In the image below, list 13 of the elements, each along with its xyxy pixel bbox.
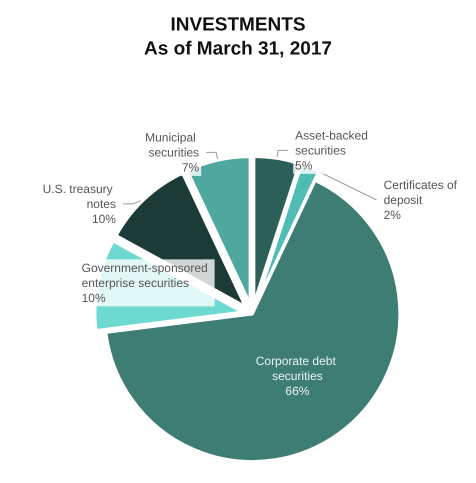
data-label: 66%	[285, 384, 310, 398]
slice-label: Municipal securities	[145, 130, 200, 160]
slice-label: Asset-backed securities	[295, 128, 372, 158]
data-label: 10%	[82, 290, 106, 305]
slice-label: Certificates of deposit	[384, 178, 460, 208]
data-label: 5%	[295, 158, 313, 172]
data-label: 10%	[92, 212, 116, 226]
slice-label: Government-sponsored enterprise securities	[82, 260, 212, 290]
slice-label: U.S. treasury notes	[42, 182, 116, 211]
chart-title: INVESTMENTS As of March 31, 2017	[144, 14, 332, 60]
slice-label: Corporate debt securities	[256, 354, 340, 384]
data-label: 7%	[182, 160, 200, 174]
data-label: 2%	[384, 208, 402, 222]
